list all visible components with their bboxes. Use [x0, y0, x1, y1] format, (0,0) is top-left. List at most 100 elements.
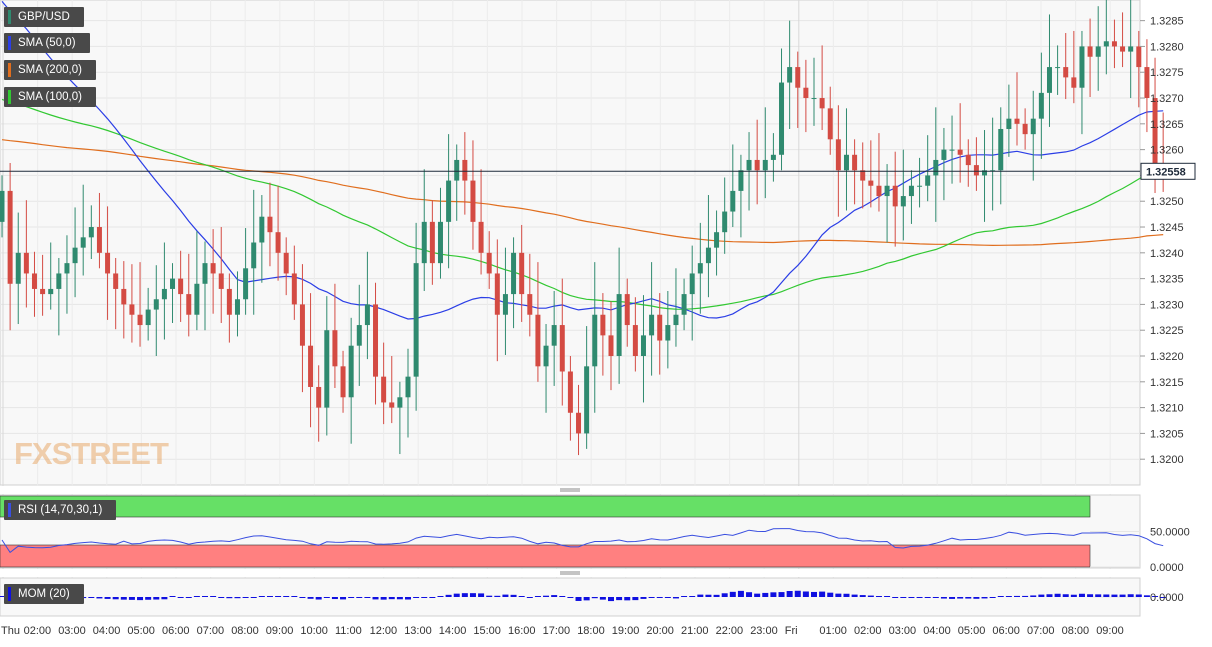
sma200-label[interactable]: SMA (200,0) — [4, 60, 96, 80]
candle-up — [1103, 41, 1109, 47]
candle-down — [23, 252, 29, 274]
mom-bar — [388, 597, 395, 600]
candle-up — [649, 314, 655, 336]
candle-down — [462, 159, 468, 181]
sma100-label[interactable]: SMA (100,0) — [4, 87, 96, 107]
candle-down — [957, 149, 963, 155]
mom-label[interactable]: MOM (20) — [4, 584, 84, 604]
mom-bar — [932, 597, 939, 598]
candle-up — [982, 170, 988, 176]
mom-bar — [478, 593, 485, 597]
mom-bar — [266, 596, 273, 597]
time-axis: Thu 02:00 03:00 04:00 05:00 06:00 07:00 08:00 09… — [1, 625, 1124, 637]
mom-bar — [559, 596, 566, 597]
candle-up — [908, 185, 914, 197]
candle-up — [153, 299, 159, 310]
candle-up — [811, 98, 817, 100]
candle-down — [186, 294, 192, 315]
sma100-text: SMA (100,0) — [18, 91, 82, 103]
candle-down — [218, 273, 224, 289]
mom-bar — [469, 593, 476, 597]
candle-up — [990, 170, 996, 172]
mom-bar — [307, 597, 314, 599]
time-tick-label: 08:00 — [1062, 625, 1090, 637]
candle-up — [770, 154, 776, 160]
mom-bar — [405, 597, 411, 600]
candle-down — [973, 165, 979, 176]
mom-bar — [973, 597, 980, 599]
mom-bar — [721, 593, 728, 597]
mom-bar — [1119, 594, 1126, 597]
candle-down — [1120, 46, 1126, 52]
mom-bar — [1070, 594, 1077, 597]
rsi-label[interactable]: RSI (14,70,30,1) — [4, 500, 116, 520]
mom-bar — [275, 596, 282, 597]
mom-bar — [421, 597, 428, 598]
time-tick-label: 02:00 — [24, 625, 52, 637]
time-tick-label: 15:00 — [473, 625, 501, 637]
mom-bar — [681, 596, 688, 597]
time-tick-label: 12:00 — [370, 625, 398, 637]
panel-divider-2[interactable] — [0, 569, 1140, 577]
time-tick-label: 08:00 — [231, 625, 259, 637]
price-tick-label: 1.3205 — [1150, 428, 1184, 440]
mom-bar — [583, 597, 590, 601]
symbol-label[interactable]: GBP/USD — [4, 7, 84, 27]
candle-down — [827, 108, 833, 140]
panel-divider-1[interactable] — [0, 486, 1140, 494]
price-tick-label: 1.3280 — [1150, 41, 1184, 53]
price-tick-label: 1.3285 — [1150, 16, 1184, 28]
mom-bar — [705, 594, 712, 597]
time-tick-label: 13:00 — [404, 625, 432, 637]
candle-down — [632, 325, 638, 357]
watermark: FXSTREET — [14, 436, 169, 471]
candle-up — [413, 263, 419, 377]
time-tick-label: 02:00 — [854, 625, 882, 637]
candle-down — [1087, 46, 1093, 57]
candle-down — [121, 288, 127, 305]
time-tick-label: 07:00 — [1027, 625, 1055, 637]
candle-down — [299, 304, 305, 346]
candle-up — [1079, 46, 1085, 88]
candle-up — [1055, 67, 1061, 69]
mom-bar — [916, 597, 923, 598]
mom-bar — [949, 597, 956, 599]
mom-bar — [234, 597, 241, 599]
sma50-label[interactable]: SMA (50,0) — [4, 33, 90, 53]
rsi-overbought-band — [0, 495, 1091, 518]
mom-color-mark — [8, 587, 11, 601]
candle-down — [965, 154, 971, 166]
candle-down — [105, 252, 111, 274]
mom-bar — [672, 597, 679, 599]
mom-bar — [104, 597, 111, 599]
mom-bar — [437, 596, 444, 597]
candle-down — [316, 386, 322, 408]
mom-bar — [851, 594, 858, 597]
mom-bar — [1038, 594, 1045, 597]
mom-bar — [169, 596, 176, 597]
candle-down — [1014, 118, 1020, 124]
candle-up — [64, 263, 70, 274]
candle-up — [145, 309, 151, 326]
mom-bar — [137, 597, 144, 601]
price-tick-label: 1.3270 — [1150, 93, 1184, 105]
candle-up — [364, 304, 370, 326]
mom-bar — [1160, 597, 1167, 598]
mom-bar — [502, 594, 509, 597]
candle-down — [819, 98, 825, 109]
candle-up — [437, 221, 443, 264]
mom-bar — [1014, 595, 1020, 597]
price-tick-label: 1.3245 — [1150, 222, 1184, 234]
candle-down — [754, 159, 760, 171]
mom-bar — [762, 592, 769, 597]
mom-bar — [875, 596, 882, 597]
mom-bar — [924, 597, 931, 598]
mom-bar — [802, 591, 809, 597]
mom-bar — [616, 597, 623, 601]
sma200-text: SMA (200,0) — [18, 64, 82, 76]
mom-bar — [429, 597, 436, 598]
time-tick-label: 09:00 — [1096, 625, 1124, 637]
candle-down — [567, 371, 573, 413]
mom-bar — [242, 597, 249, 598]
